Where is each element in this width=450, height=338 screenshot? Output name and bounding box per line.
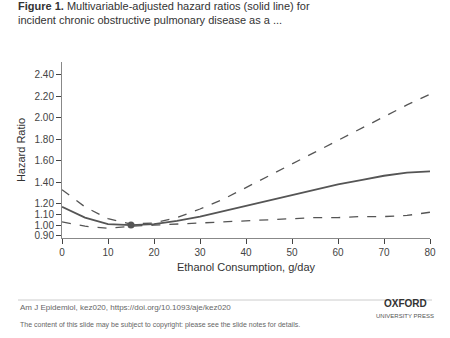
svg-text:30: 30 — [194, 247, 206, 258]
svg-text:1.00: 1.00 — [35, 220, 55, 231]
svg-text:Figure 1. Multivariable-adjust: Figure 1. Multivariable-adjusted hazard … — [18, 0, 310, 26]
svg-text:UNIVERSITY PRESS: UNIVERSITY PRESS — [376, 313, 434, 319]
svg-text:2.00: 2.00 — [35, 112, 55, 123]
svg-text:50: 50 — [286, 247, 298, 258]
svg-text:1.20: 1.20 — [35, 198, 55, 209]
svg-text:0.90: 0.90 — [35, 230, 55, 241]
svg-text:1.80: 1.80 — [35, 134, 55, 145]
svg-text:2.20: 2.20 — [35, 91, 55, 102]
svg-text:1.40: 1.40 — [35, 177, 55, 188]
svg-text:40: 40 — [240, 247, 252, 258]
svg-text:10: 10 — [102, 247, 114, 258]
svg-text:1.60: 1.60 — [35, 155, 55, 166]
svg-text:Ethanol Consumption, g/day: Ethanol Consumption, g/day — [177, 261, 316, 273]
svg-text:60: 60 — [332, 247, 344, 258]
svg-text:Hazard Ratio: Hazard Ratio — [15, 118, 27, 182]
svg-text:2.40: 2.40 — [35, 69, 55, 80]
svg-text:80: 80 — [424, 247, 436, 258]
svg-text:0: 0 — [59, 247, 65, 258]
svg-text:The content of this slide may: The content of this slide may be subject… — [20, 321, 300, 329]
svg-text:1.10: 1.10 — [35, 209, 55, 220]
svg-text:20: 20 — [148, 247, 160, 258]
svg-text:70: 70 — [378, 247, 390, 258]
svg-text:OXFORD: OXFORD — [384, 298, 427, 309]
svg-text:Am J Epidemiol, kez020, https:: Am J Epidemiol, kez020, https://doi.org/… — [20, 303, 231, 312]
